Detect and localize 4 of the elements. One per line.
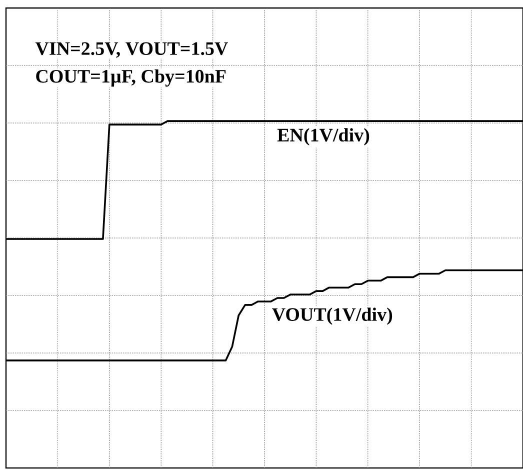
text: VIN=2.5V, VOUT=1.5V (35, 42, 228, 58)
text: COUT=1µF, Cby=10nF (36, 69, 226, 87)
series-label: EN(1V/div) (277, 128, 370, 146)
series-label: VOUT(1V/div) (272, 308, 392, 325)
